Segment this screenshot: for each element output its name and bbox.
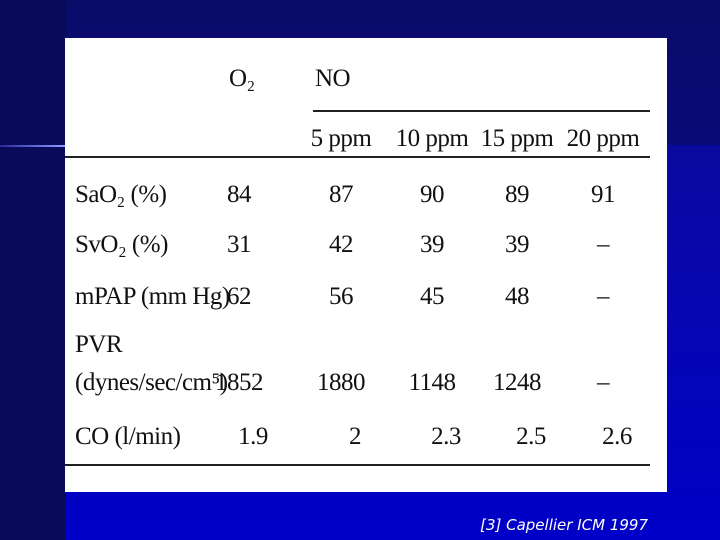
cell: 48 xyxy=(505,283,530,310)
subheader: 10 ppm xyxy=(395,125,469,152)
header-no: NO xyxy=(315,65,351,92)
cell: 2.5 xyxy=(516,423,546,450)
row-label: SaO₂ (%) xyxy=(75,181,167,208)
cell: 84 xyxy=(227,181,252,208)
cell: 2.3 xyxy=(431,423,461,450)
cell: – xyxy=(597,369,610,396)
subheader: 15 ppm xyxy=(480,125,554,152)
row-label: SvO₂ (%) xyxy=(75,231,168,258)
rule-no xyxy=(313,110,650,112)
row-label: CO (l/min) xyxy=(75,423,181,450)
cell: 39 xyxy=(420,231,445,258)
rule-bottom xyxy=(65,464,650,466)
cell: 42 xyxy=(329,231,354,258)
cell: 87 xyxy=(329,181,354,208)
rule-header xyxy=(65,156,650,158)
row-label: PVR xyxy=(75,331,123,358)
cell: – xyxy=(597,231,610,258)
cell: 2.6 xyxy=(602,423,632,450)
row-label: mPAP (mm Hg) xyxy=(75,283,230,310)
cell: – xyxy=(597,283,610,310)
subheader: 20 ppm xyxy=(566,125,640,152)
cell: 1.9 xyxy=(238,423,268,450)
table-sheet: O₂ NO 5 ppm 10 ppm 15 ppm 20 ppm SaO₂ (%) 84 87 9… xyxy=(65,38,667,492)
accent-rule xyxy=(0,145,66,147)
cell: 1852 xyxy=(215,369,264,396)
cell: 91 xyxy=(591,181,616,208)
cell: 2 xyxy=(349,423,362,450)
left-band xyxy=(0,0,66,540)
cell: 45 xyxy=(420,283,445,310)
cell: 1880 xyxy=(317,369,366,396)
cell: 1148 xyxy=(408,369,456,396)
subheader: 5 ppm xyxy=(310,125,372,152)
row-label: (dynes/sec/cm⁵) xyxy=(75,369,228,396)
cell: 31 xyxy=(227,231,252,258)
header-o2: O₂ xyxy=(229,65,255,92)
cell: 90 xyxy=(420,181,445,208)
cell: 89 xyxy=(505,181,530,208)
cell: 62 xyxy=(227,283,252,310)
cell: 39 xyxy=(505,231,530,258)
cell: 1248 xyxy=(493,369,542,396)
cell: 56 xyxy=(329,283,354,310)
caption: [3] Capellier ICM 1997 xyxy=(480,516,648,534)
